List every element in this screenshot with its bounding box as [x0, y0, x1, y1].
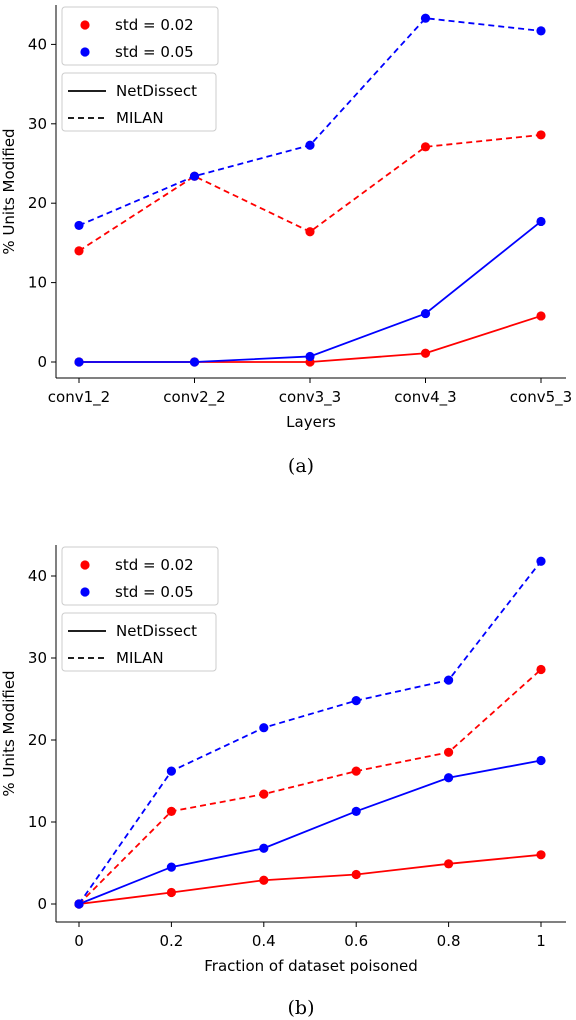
data-point: [420, 308, 431, 319]
data-point: [74, 357, 84, 367]
y-axis-label: % Units Modified: [0, 670, 18, 796]
data-point: [536, 130, 546, 140]
x-tick-label: 0.4: [252, 932, 276, 950]
data-point: [536, 26, 546, 36]
caption: (a): [288, 455, 314, 477]
y-tick-label: 30: [28, 115, 47, 133]
x-tick-label: 0.6: [344, 932, 368, 950]
x-tick-label: 0: [74, 932, 84, 950]
y-tick-label: 0: [37, 353, 47, 371]
legend-label: std = 0.05: [115, 43, 194, 61]
data-point: [351, 869, 361, 880]
data-point: [420, 13, 431, 23]
x-axis-label: Fraction of dataset poisoned: [204, 957, 417, 975]
legend-colors: std = 0.02 std = 0.05: [61, 546, 219, 606]
legend-label: MILAN: [116, 649, 164, 667]
legend-label: std = 0.02: [115, 16, 194, 34]
data-point: [536, 755, 546, 766]
legend-box: [61, 6, 219, 66]
data-point: [351, 766, 361, 776]
legend-marker: [80, 587, 90, 597]
chart-panel-1: 0 10 20 30 40 conv1_2 conv2_2 conv3_3 conv4_3 con…: [0, 5, 572, 477]
legend-box: [61, 72, 217, 132]
data-point: [189, 171, 200, 181]
x-axis-label: Layers: [286, 413, 336, 431]
legend-label: MILAN: [116, 109, 164, 127]
data-point: [536, 216, 546, 227]
data-point: [74, 899, 84, 909]
data-point: [536, 664, 546, 675]
data-point: [166, 862, 176, 872]
data-point: [189, 357, 200, 367]
x-tick-label: 0.8: [437, 932, 461, 950]
x-tick-label: 0.2: [159, 932, 183, 950]
legend-label: std = 0.02: [115, 556, 194, 574]
data-point: [259, 843, 269, 853]
data-point: [420, 142, 431, 152]
data-point: [305, 227, 315, 237]
y-tick-label: 10: [28, 274, 47, 292]
data-point: [444, 747, 454, 757]
legend-colors: std = 0.02 std = 0.05: [61, 6, 219, 66]
legend-box: [61, 546, 219, 606]
data-point: [259, 723, 269, 733]
data-point: [166, 766, 176, 776]
caption: (b): [288, 997, 315, 1019]
legend-label: NetDissect: [116, 82, 197, 100]
data-point: [444, 773, 454, 783]
y-tick-label: 30: [28, 649, 47, 667]
x-tick-label: conv5_3: [510, 388, 572, 407]
data-point: [536, 311, 546, 321]
y-tick-label: 10: [28, 813, 47, 831]
legend-styles: NetDissect MILAN: [61, 612, 217, 672]
data-point: [259, 789, 269, 799]
legend-marker: [80, 560, 90, 570]
data-point: [74, 220, 84, 231]
data-point: [166, 806, 176, 816]
series-line-milan-blue: [78, 560, 542, 905]
legend-box: [61, 612, 217, 672]
chart-panel-2: 0 10 20 30 40 0 0.2 0.4 0.6 0.8 1 Fraction of datas…: [0, 545, 566, 1019]
series-line-milan-red: [78, 668, 542, 905]
data-point: [536, 556, 546, 566]
legend-styles: NetDissect MILAN: [61, 72, 217, 132]
data-point: [351, 696, 361, 706]
legend-label: NetDissect: [116, 622, 197, 640]
data-point: [444, 675, 454, 685]
y-tick-label: 40: [28, 35, 47, 53]
data-point: [536, 850, 546, 860]
y-axis-label: % Units Modified: [0, 128, 18, 254]
data-point: [305, 140, 315, 150]
data-point: [444, 859, 454, 869]
data-point: [166, 887, 176, 898]
series-line-netdissect-blue: [78, 759, 542, 905]
y-tick-label: 20: [28, 731, 47, 749]
legend-marker: [80, 47, 90, 57]
legend-label: std = 0.05: [115, 583, 194, 601]
data-point: [351, 806, 361, 816]
y-tick-label: 20: [28, 194, 47, 212]
x-tick-label: 1: [536, 932, 546, 950]
series-line-netdissect-red: [78, 853, 542, 905]
x-tick-label: conv3_3: [279, 388, 341, 407]
data-point: [420, 348, 431, 358]
y-tick-label: 40: [28, 567, 47, 585]
y-tick-label: 0: [37, 895, 47, 913]
x-tick-label: conv2_2: [163, 388, 225, 407]
data-point: [305, 351, 315, 362]
x-tick-label: conv1_2: [48, 388, 110, 407]
x-tick-label: conv4_3: [394, 388, 456, 407]
data-point: [259, 875, 269, 885]
data-point: [74, 246, 84, 256]
legend-marker: [80, 20, 90, 30]
